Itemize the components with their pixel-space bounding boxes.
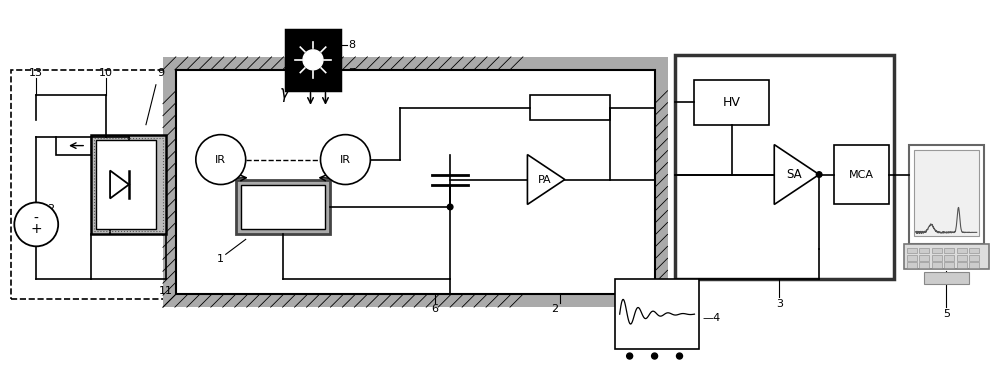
Polygon shape [527,155,565,204]
Bar [914,149,979,237]
Text: 8: 8 [348,40,356,50]
Circle shape [303,50,323,70]
Circle shape [14,203,58,246]
Bar [932,262,942,268]
Text: 11: 11 [159,286,173,296]
Bar [932,255,942,261]
Bar [919,255,929,261]
Bar [176,70,655,294]
Bar [932,248,942,254]
Bar [907,248,917,254]
Text: 7: 7 [348,68,356,78]
Bar [530,95,610,120]
Bar [909,145,984,244]
Text: 13: 13 [29,68,43,78]
Bar [957,255,967,261]
Text: $\gamma$: $\gamma$ [279,86,292,104]
Bar [615,279,699,349]
Bar [944,248,954,254]
Text: -: - [34,211,39,225]
Bar [834,145,889,204]
Bar [163,57,668,307]
Bar [91,135,166,234]
Text: 3: 3 [776,299,783,309]
Bar [919,262,929,268]
Bar [957,248,967,254]
Circle shape [627,353,633,359]
Bar [675,55,894,279]
Text: 2: 2 [551,304,558,314]
Bar [241,184,325,230]
Bar [694,80,769,125]
Text: 6: 6 [432,304,439,314]
Text: 9: 9 [157,68,164,78]
Bar [11,70,176,299]
Circle shape [320,135,370,184]
Bar [907,255,917,261]
Circle shape [816,172,822,177]
Text: PA: PA [537,175,551,184]
Bar [56,137,91,155]
Circle shape [196,135,246,184]
Text: 1: 1 [217,254,224,264]
Bar [286,30,340,90]
Polygon shape [774,145,819,204]
Bar [924,272,969,284]
Circle shape [652,353,658,359]
Text: +: + [30,223,42,237]
Text: SA: SA [787,168,802,181]
Text: 10: 10 [99,68,113,78]
Bar [969,262,979,268]
Bar [904,244,989,269]
Bar [919,248,929,254]
Text: HV: HV [723,96,741,109]
Bar [907,262,917,268]
Text: MCA: MCA [849,169,874,180]
Polygon shape [110,170,129,199]
Bar [969,248,979,254]
Text: —4: —4 [702,313,721,323]
Text: 12: 12 [42,204,56,214]
Circle shape [447,204,453,210]
Bar [236,179,330,234]
Bar [94,138,163,231]
Bar [944,262,954,268]
Bar [96,139,156,230]
Text: 5: 5 [943,309,950,319]
Circle shape [677,353,683,359]
Bar [957,262,967,268]
Bar [944,255,954,261]
Bar [969,255,979,261]
Text: IR: IR [215,155,226,165]
Text: IR: IR [340,155,351,165]
